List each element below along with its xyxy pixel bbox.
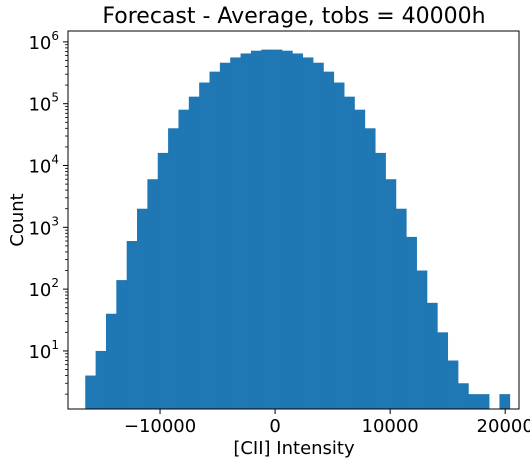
histogram-bar (137, 209, 148, 409)
histogram-bar (199, 83, 210, 409)
x-tick-label: 20000 (477, 416, 530, 437)
histogram-bar (127, 241, 138, 409)
histogram-bar (354, 110, 365, 409)
y-tick-label: 102 (28, 276, 59, 301)
histogram-bar (406, 237, 417, 409)
x-axis-ticks: −10000 0 10000 20000 (124, 409, 530, 437)
histogram-bar (479, 394, 490, 409)
histogram-bar (292, 53, 303, 409)
histogram-bar (417, 271, 428, 409)
histogram-bar (210, 72, 221, 409)
x-axis-label: [CII] Intensity (233, 438, 355, 459)
histogram-bar (499, 394, 510, 409)
histogram-bar (251, 51, 262, 409)
histogram-bar (261, 50, 272, 409)
x-tick-label: 10000 (362, 416, 419, 437)
histogram-bar (448, 361, 459, 409)
y-tick-label: 104 (28, 153, 59, 178)
histogram-bar (303, 57, 314, 409)
histogram-bar (85, 376, 96, 409)
y-tick-label: 103 (28, 214, 59, 239)
y-axis-ticks: 101 102 103 104 105 106 (28, 29, 68, 394)
y-tick-label: 106 (28, 29, 59, 54)
x-tick-label: −10000 (124, 416, 196, 437)
histogram-bar (396, 209, 407, 409)
histogram-bar (468, 394, 479, 409)
histogram-bar (158, 153, 169, 409)
histogram-bar (220, 63, 231, 409)
histogram-bar (106, 314, 117, 409)
histogram-bar (323, 72, 334, 409)
histogram-bar (189, 97, 200, 409)
histogram-bars (85, 50, 510, 409)
histogram-bar (344, 97, 355, 409)
histogram-bar (96, 351, 107, 409)
y-tick-label: 105 (28, 91, 59, 116)
y-tick-label: 101 (28, 338, 59, 363)
histogram-bar (282, 51, 293, 409)
histogram-bar (365, 128, 376, 409)
histogram-bar (147, 179, 158, 409)
histogram-bar (230, 57, 241, 409)
histogram-bar (241, 53, 252, 409)
histogram-bar (437, 332, 448, 409)
histogram-bar (168, 128, 179, 409)
x-tick-label: 0 (269, 416, 280, 437)
histogram-bar (178, 110, 189, 409)
histogram-bar (386, 179, 397, 409)
chart-title: Forecast - Average, tobs = 40000h (102, 4, 485, 29)
histogram-bar (334, 83, 345, 409)
y-axis-label: Count (7, 193, 28, 246)
histogram-bar (116, 280, 127, 409)
histogram-bar (375, 153, 386, 409)
histogram-bar (313, 63, 324, 409)
histogram-bar (272, 50, 283, 409)
histogram-bar (427, 303, 438, 409)
histogram-bar (458, 383, 469, 409)
